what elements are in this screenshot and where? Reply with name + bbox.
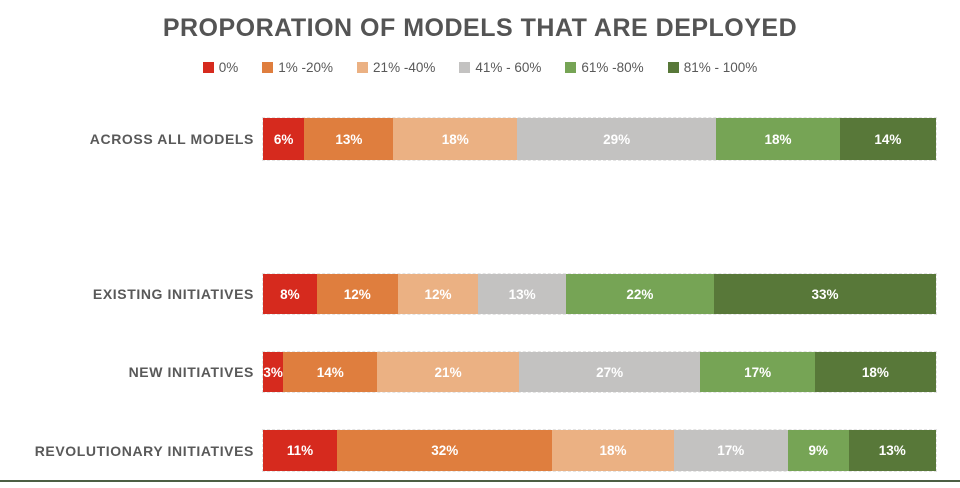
bar-segment: 13%: [848, 430, 936, 471]
bar-segment: 13%: [478, 274, 566, 314]
bar-segment: 32%: [337, 430, 553, 471]
bar-segment: 22%: [565, 274, 714, 314]
legend-item: 1% -20%: [262, 60, 333, 75]
segment-value-label: 14%: [316, 364, 344, 380]
segment-value-label: 29%: [603, 131, 631, 147]
bar-segment: 18%: [393, 118, 518, 160]
segment-value-label: 8%: [280, 286, 300, 302]
bar-segment: 9%: [787, 430, 849, 471]
legend-swatch-icon: [565, 62, 577, 73]
segment-value-label: 32%: [431, 443, 459, 458]
segment-value-label: 33%: [811, 286, 839, 302]
stacked-bar: 6% 13% 18% 29% 18% 14%: [262, 117, 937, 161]
category-label: NEW INITIATIVES: [128, 364, 254, 380]
legend-item: 81% - 100%: [667, 60, 758, 75]
segment-value-label: 18%: [764, 131, 792, 147]
bar-segment: 11%: [263, 430, 338, 471]
bar-segment: 14%: [839, 118, 936, 160]
legend-label: 41% - 60%: [475, 60, 542, 75]
bar-segment: 6%: [263, 118, 305, 160]
legend-item: 0%: [202, 60, 239, 75]
segment-value-label: 27%: [596, 364, 624, 380]
legend-label: 0%: [218, 60, 239, 75]
segment-value-label: 18%: [441, 131, 469, 147]
bar-segment: 14%: [283, 352, 378, 392]
segment-value-label: 17%: [744, 364, 772, 380]
bar-segment: 18%: [814, 352, 936, 392]
stacked-bar: 3% 14% 21% 27% 17% 18%: [262, 351, 937, 393]
segment-value-label: 21%: [434, 364, 462, 380]
bar-segment: 33%: [713, 274, 937, 314]
segment-value-label: 17%: [717, 443, 745, 458]
bar-segment: 13%: [304, 118, 394, 160]
stacked-bar: 11% 32% 18% 17% 9% 13%: [262, 429, 937, 472]
legend-label: 81% - 100%: [683, 60, 758, 75]
segment-value-label: 9%: [808, 443, 828, 458]
legend-swatch-icon: [202, 62, 214, 73]
stacked-bar: 8% 12% 12% 13% 22% 33%: [262, 273, 937, 315]
legend-item: 21% -40%: [357, 60, 435, 75]
bottom-rule-divider: [0, 480, 960, 482]
legend-swatch-icon: [667, 62, 679, 73]
category-label: EXISTING INITIATIVES: [92, 286, 254, 302]
segment-value-label: 13%: [878, 443, 906, 458]
legend-swatch-icon: [357, 62, 369, 73]
segment-value-label: 13%: [335, 131, 363, 147]
legend-label: 1% -20%: [278, 60, 334, 75]
legend-label: 21% -40%: [373, 60, 436, 75]
segment-value-label: 3%: [263, 364, 283, 380]
bar-segment: 12%: [316, 274, 398, 314]
category-label: ACROSS ALL MODELS: [89, 131, 254, 147]
segment-value-label: 22%: [626, 286, 654, 302]
bar-segment: 17%: [700, 352, 815, 392]
bar-segment: 27%: [518, 352, 701, 392]
legend-item: 61% -80%: [565, 60, 644, 75]
chart-row: EXISTING INITIATIVES 8% 12% 12% 13% 22% 33%: [0, 273, 960, 315]
legend: 0% 1% -20% 21% -40% 41% - 60% 61% -80% 81% - …: [0, 60, 960, 75]
bar-segment: 17%: [673, 430, 788, 471]
legend-swatch-icon: [262, 62, 274, 73]
chart-title: PROPORATION OF MODELS THAT ARE DEPLOYED: [162, 14, 798, 42]
segment-value-label: 6%: [273, 131, 294, 147]
legend-item: 41% - 60%: [459, 60, 541, 75]
segment-value-label: 13%: [508, 286, 536, 302]
segment-value-label: 18%: [861, 364, 889, 380]
chart-row: ACROSS ALL MODELS 6% 13% 18% 29% 18% 14%: [0, 117, 960, 161]
legend-label: 61% -80%: [581, 60, 644, 75]
segment-value-label: 11%: [286, 443, 314, 458]
segment-value-label: 12%: [424, 286, 452, 302]
segment-value-label: 18%: [599, 443, 627, 458]
bar-segment: 18%: [716, 118, 840, 160]
bar-segment: 8%: [263, 274, 317, 314]
chart-row: NEW INITIATIVES 3% 14% 21% 27% 17% 18%: [0, 351, 960, 393]
bar-segment: 3%: [263, 352, 284, 392]
bar-segment: 18%: [552, 430, 674, 471]
bar-segment: 29%: [517, 118, 717, 160]
segment-value-label: 12%: [343, 286, 371, 302]
legend-swatch-icon: [459, 62, 471, 73]
bar-segment: 12%: [397, 274, 479, 314]
bar-segment: 21%: [377, 352, 519, 392]
category-label: REVOLUTIONARY INITIATIVES: [34, 442, 254, 459]
segment-value-label: 14%: [874, 131, 902, 147]
chart-row: REVOLUTIONARY INITIATIVES 11% 32% 18% 17% 9% 1…: [0, 429, 960, 472]
